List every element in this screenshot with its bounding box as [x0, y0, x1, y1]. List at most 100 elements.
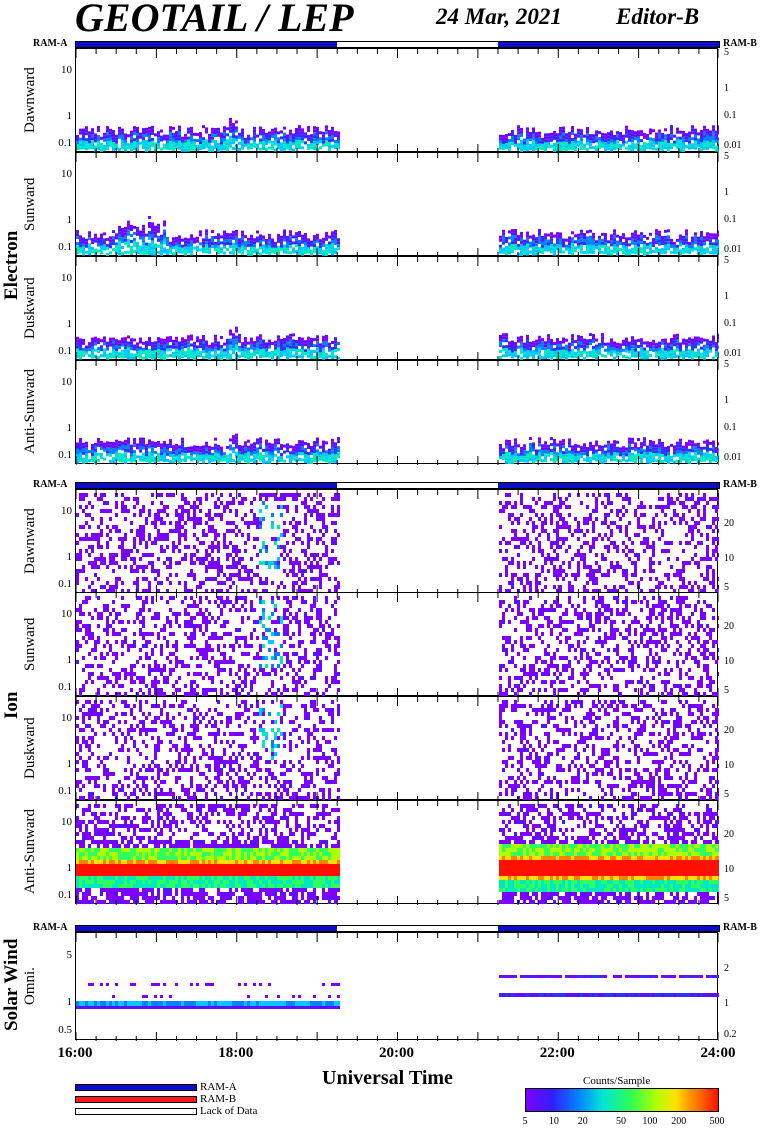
spectrogram-cell	[79, 238, 82, 242]
spectrogram-cell	[634, 460, 637, 464]
spectrogram-cell	[655, 232, 658, 236]
spectrogram-cell	[151, 225, 154, 229]
spectrogram-cell	[187, 241, 190, 245]
spectrogram-cell	[229, 135, 232, 139]
spectrogram-cell	[610, 338, 613, 342]
spectrogram-cell	[100, 497, 103, 501]
spectrogram-cell	[205, 441, 208, 445]
spectrogram-cell	[190, 569, 193, 573]
spectrogram-cell	[208, 445, 211, 449]
spectrogram-cell	[160, 533, 163, 537]
spectrogram-cell	[667, 244, 670, 248]
spectrogram-cell	[334, 451, 337, 455]
spectrogram-cell	[301, 352, 304, 356]
spectrogram-cell	[574, 447, 577, 451]
spectrogram-cell	[256, 450, 259, 454]
spectrogram-cell	[709, 136, 712, 140]
spectrogram-cell	[625, 447, 628, 451]
spectrogram-cell	[265, 141, 268, 145]
spectrogram-cell	[199, 141, 202, 145]
spectrogram-cell	[172, 339, 175, 343]
spectrogram-cell	[136, 529, 139, 533]
spectrogram-cell	[229, 444, 232, 448]
spectrogram-cell	[652, 453, 655, 457]
spectrogram-cell	[559, 126, 562, 130]
spectrogram-cell	[523, 573, 526, 577]
spectrogram-cell	[715, 354, 718, 358]
spectrogram-cell	[88, 545, 91, 549]
spectrogram-cell	[643, 452, 646, 456]
spectrogram-cell	[304, 135, 307, 139]
spectrogram-cell	[499, 134, 502, 138]
spectrogram-cell	[94, 445, 97, 449]
spectrogram-cell	[328, 133, 331, 137]
spectrogram-cell	[313, 338, 316, 342]
spectrogram-cell	[223, 541, 226, 545]
spectrogram-cell	[97, 497, 100, 501]
spectrogram-cell	[526, 537, 529, 541]
spectrogram-cell	[259, 497, 262, 501]
spectrogram-cell	[256, 336, 259, 340]
spectrogram-cell	[316, 233, 319, 237]
spectrogram-cell	[499, 501, 502, 505]
spectrogram-cell	[76, 345, 79, 349]
spectrogram-cell	[154, 517, 157, 521]
spectrogram-cell	[196, 521, 199, 525]
spectrogram-cell	[196, 339, 199, 343]
spectrogram-cell	[175, 134, 178, 138]
spectrogram-cell	[319, 451, 322, 455]
spectrogram-cell	[580, 250, 583, 254]
spectrogram-cell	[133, 441, 136, 445]
spectrogram-cell	[247, 460, 250, 464]
spectrogram-cell	[553, 447, 556, 451]
spectrogram-cell	[160, 443, 163, 447]
spectrogram-cell	[160, 517, 163, 521]
spectrogram-cell	[310, 577, 313, 581]
spectrogram-cell	[514, 235, 517, 239]
spectrogram-cell	[214, 446, 217, 450]
spectrogram-cell	[82, 240, 85, 244]
spectrogram-cell	[112, 561, 115, 565]
spectrogram-cell	[589, 244, 592, 248]
spectrogram-cell	[277, 248, 280, 252]
spectrogram-cell	[202, 529, 205, 533]
spectrogram-cell	[292, 454, 295, 458]
spectrogram-cell	[613, 137, 616, 141]
spectrogram-cell	[535, 455, 538, 459]
spectrogram-cell	[325, 231, 328, 235]
spectrogram-cell	[595, 133, 598, 137]
spectrogram-cell	[535, 513, 538, 517]
spectrogram-cell	[241, 251, 244, 255]
spectrogram-cell	[682, 451, 685, 455]
spectrogram-cell	[514, 345, 517, 349]
spectrogram-cell	[520, 446, 523, 450]
spectrogram-cell	[586, 245, 589, 249]
spectrogram-cell	[703, 446, 706, 450]
spectrogram-cell	[181, 148, 184, 152]
spectrogram-cell	[553, 252, 556, 256]
spectrogram-cell	[715, 145, 718, 149]
spectrogram-cell	[568, 438, 571, 442]
spectrogram-cell	[265, 348, 268, 352]
spectrogram-cell	[214, 337, 217, 341]
spectrogram-cell	[538, 455, 541, 459]
spectrogram-cell	[511, 232, 514, 236]
spectrogram-cell	[715, 236, 718, 240]
spectrogram-cell	[76, 245, 79, 249]
spectrogram-cell	[592, 333, 595, 337]
spectrogram-cell	[124, 136, 127, 140]
spectrogram-cell	[664, 341, 667, 345]
spectrogram-cell	[136, 250, 139, 254]
spectrogram-cell	[256, 456, 259, 460]
spectrogram-cell	[295, 557, 298, 561]
spectrogram-cell	[247, 525, 250, 529]
spectrogram-cell	[715, 446, 718, 450]
spectrogram-cell	[562, 244, 565, 248]
spectrogram-cell	[583, 341, 586, 345]
spectrogram-cell	[550, 443, 553, 447]
spectrogram-cell	[667, 345, 670, 349]
spectrogram-cell	[199, 509, 202, 513]
spectrogram-cell	[523, 459, 526, 463]
spectrogram-cell	[160, 509, 163, 513]
spectrogram-cell	[100, 251, 103, 255]
